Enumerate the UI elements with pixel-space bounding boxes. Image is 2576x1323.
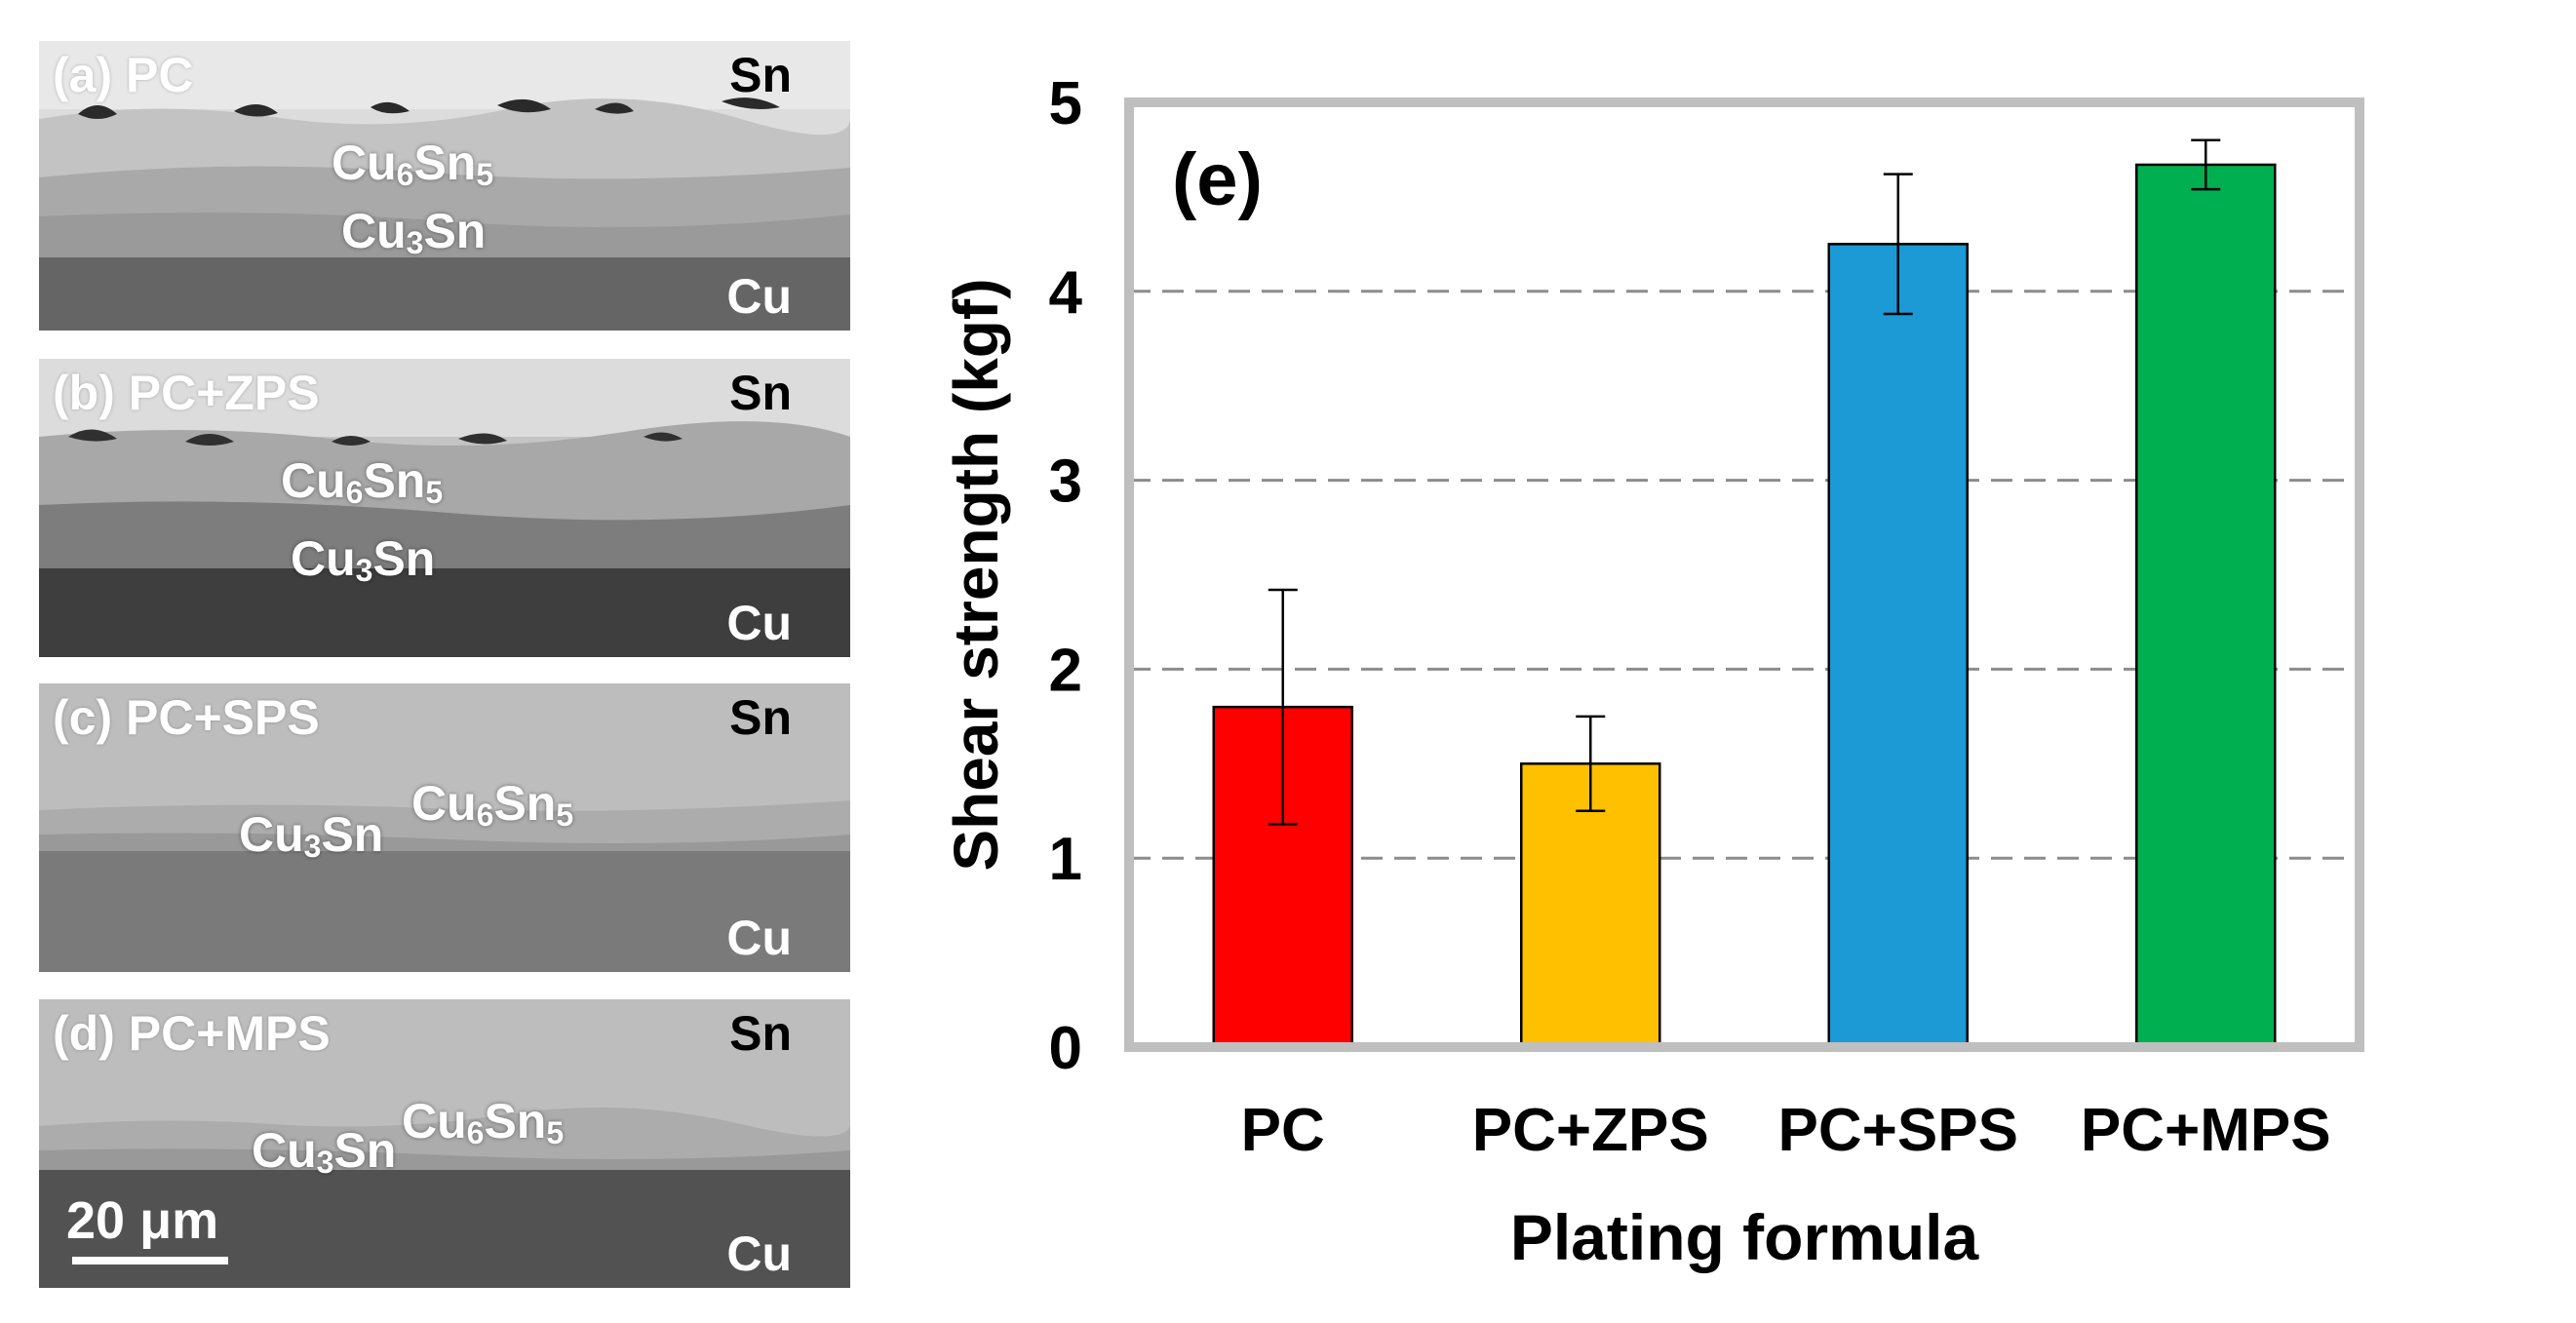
y-tick-label: 1 (1049, 826, 1082, 893)
y-tick-label: 0 (1049, 1015, 1082, 1082)
y-tick-label: 2 (1049, 637, 1082, 704)
cu-phase-label: Cu (726, 911, 792, 965)
bars (1212, 163, 2277, 1049)
micrograph-panel-a: (a) PC Sn Cu6Sn5 Cu3Sn Cu (39, 41, 850, 331)
micrograph-panel-d: (d) PC+MPS Sn Cu6Sn5 Cu3Sn Cu 20 μm (39, 999, 850, 1288)
plot-frame (1124, 97, 2364, 1052)
scale-bar-label: 20 μm (66, 1191, 219, 1250)
cu3sn-label: Cu3Sn (252, 1123, 397, 1180)
error-bar (1268, 588, 1298, 826)
cu6sn5-label: Cu6Sn5 (402, 1094, 565, 1150)
y-axis-label: Shear strength (kgf) (941, 278, 1011, 871)
panel-label-e: (e) (1172, 138, 1263, 221)
x-tick-label: PC+SPS (1778, 1097, 2018, 1164)
y-tick-label: 3 (1049, 448, 1082, 516)
bar-pc-sps (1827, 243, 1969, 1049)
error-bars (1268, 138, 2221, 826)
panel-id-label: (a) PC (53, 48, 194, 102)
sn-phase-label: Sn (729, 1006, 792, 1061)
cu6sn5-label: Cu6Sn5 (332, 136, 494, 192)
sn-phase-label: Sn (729, 48, 792, 102)
micrograph-panel-b: (b) PC+ZPS Sn Cu6Sn5 Cu3Sn Cu (39, 359, 850, 657)
cu-phase-label: Cu (726, 596, 792, 650)
sn-phase-label: Sn (729, 690, 792, 745)
cu-phase-label: Cu (726, 1226, 792, 1281)
sn-phase-label: Sn (729, 366, 792, 420)
cu3sn-label: Cu3Sn (291, 531, 436, 588)
panel-id-label: (b) PC+ZPS (53, 366, 320, 420)
x-tick-labels: PC PC+ZPS PC+SPS PC+MPS (1241, 1097, 2331, 1164)
y-tick-label: 4 (1049, 259, 1083, 327)
micrograph-panel-c: (c) PC+SPS Sn Cu6Sn5 Cu3Sn Cu (39, 683, 850, 972)
micrograph-image-a (39, 41, 850, 331)
micrograph-image-d (39, 999, 850, 1288)
cu6sn5-label: Cu6Sn5 (411, 776, 574, 833)
shear-strength-bar-chart: 0 1 2 3 4 5 PC PC+ZPS PC+SPS PC+MPS (e) Shear st… (941, 70, 2364, 1273)
error-bar (2191, 138, 2221, 191)
cu-phase-label: Cu (726, 269, 792, 324)
x-axis-label: Plating formula (1510, 1201, 1980, 1273)
cu3sn-label: Cu3Sn (341, 204, 487, 260)
cu3sn-label: Cu3Sn (239, 807, 384, 864)
bar-pc-mps (2135, 163, 2277, 1049)
panel-id-label: (c) PC+SPS (53, 690, 320, 745)
panel-id-label: (d) PC+MPS (53, 1006, 331, 1061)
cu6sn5-label: Cu6Sn5 (281, 453, 444, 510)
micrograph-image-c (39, 683, 850, 972)
x-tick-label: PC+MPS (2081, 1097, 2331, 1164)
scale-bar (72, 1257, 228, 1265)
x-tick-label: PC+ZPS (1472, 1097, 1709, 1164)
y-tick-label: 5 (1049, 70, 1082, 137)
micrograph-image-b (39, 359, 850, 657)
error-bar (1883, 173, 1913, 316)
error-bar (1576, 715, 1606, 812)
y-tick-labels: 0 1 2 3 4 5 (1049, 70, 1083, 1082)
x-tick-label: PC (1241, 1097, 1325, 1164)
